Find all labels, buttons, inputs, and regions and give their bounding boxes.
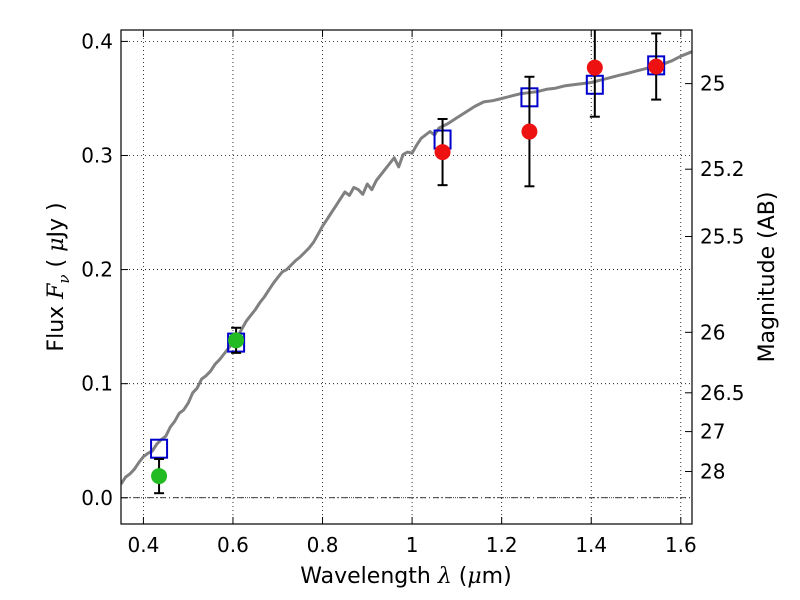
y2-tick-label: 28 [700, 460, 725, 484]
model-photometry-square [150, 438, 169, 459]
observed-flux-point [228, 332, 245, 349]
x-tick-label: 0.4 [127, 533, 159, 557]
x-tick-label: 1.2 [486, 533, 518, 557]
y2-tick-label: 25.5 [700, 224, 745, 248]
x-tick-label: 0.6 [217, 533, 249, 557]
y-tick-label: 0.2 [81, 258, 113, 282]
observed-flux-point [151, 468, 168, 485]
observed-flux-point [434, 144, 451, 161]
x-tick-label: 0.8 [307, 533, 339, 557]
y-tick-label: 0.1 [81, 372, 113, 396]
observed-flux-point [586, 59, 603, 76]
x-tick-label: 1 [406, 533, 419, 557]
observed-flux-point [521, 123, 538, 140]
plot-frame [120, 29, 693, 525]
observed-flux-point [648, 58, 665, 75]
y2-tick-label: 25 [700, 72, 725, 96]
plot-area [121, 30, 692, 495]
y-tick-label: 0.3 [81, 143, 113, 167]
axes [120, 29, 693, 525]
y2-tick-label: 25.2 [700, 157, 745, 181]
tick-labels: 0.4 0.6 0.8 1 1.2 1.4 1.6 0.0 0.1 0.2 0.3 0.4 25 25.2… [81, 29, 744, 557]
y2-tick-label: 26.5 [700, 381, 745, 405]
y-axis-label: Flux Fν ( μJy ) [44, 202, 73, 351]
y2-tick-label: 27 [700, 420, 725, 444]
y2-axis-label: Magnitude (AB) [755, 192, 780, 363]
x-tick-label: 1.6 [665, 533, 697, 557]
grid-lines [121, 30, 692, 524]
x-tick-label: 1.4 [575, 533, 607, 557]
x-axis-label: Wavelength λ (μm) [300, 564, 511, 589]
y-tick-label: 0.0 [81, 486, 113, 510]
y2-tick-label: 26 [700, 320, 725, 344]
y-tick-label: 0.4 [81, 29, 113, 53]
model-spectrum-line [121, 50, 692, 485]
